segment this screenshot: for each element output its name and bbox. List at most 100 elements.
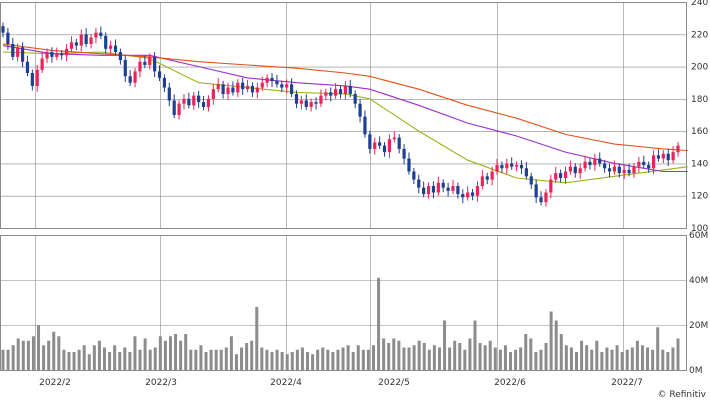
volume-bar bbox=[605, 347, 609, 370]
candle-body bbox=[294, 94, 299, 104]
candle-body bbox=[436, 182, 440, 193]
x-tick-label: 2022/4 bbox=[270, 378, 302, 388]
volume-bar bbox=[270, 352, 274, 370]
volume-bar bbox=[559, 334, 563, 370]
volume-bar bbox=[336, 349, 340, 370]
volume-bar bbox=[224, 347, 228, 370]
price-y-tick-label: 140 bbox=[691, 159, 708, 169]
candle-body bbox=[167, 87, 171, 101]
volume-bar bbox=[539, 349, 543, 370]
volume-bar bbox=[158, 336, 162, 370]
candle-body bbox=[329, 92, 333, 96]
candle-body bbox=[133, 71, 137, 83]
volume-bar bbox=[656, 327, 660, 370]
volume-bar bbox=[544, 343, 548, 370]
volume-bar bbox=[615, 345, 619, 370]
candle-body bbox=[451, 186, 455, 191]
price-y-tick-label: 180 bbox=[691, 95, 708, 105]
grid-layer bbox=[0, 2, 687, 371]
candle-body bbox=[373, 142, 377, 149]
volume-bar bbox=[153, 347, 157, 370]
candle-body bbox=[30, 73, 34, 86]
candle-body bbox=[490, 171, 494, 180]
volume-bar bbox=[108, 352, 112, 370]
volume-bar bbox=[620, 352, 624, 370]
volume-bar bbox=[245, 343, 249, 370]
volume-bar bbox=[143, 338, 147, 370]
volume-bar bbox=[661, 349, 665, 370]
candle-body bbox=[197, 95, 201, 103]
candle-body bbox=[392, 137, 396, 140]
volume-bar bbox=[62, 349, 66, 370]
candle-body bbox=[568, 166, 572, 172]
volume-bar bbox=[524, 334, 528, 370]
volume-bar bbox=[453, 340, 457, 370]
candle-body bbox=[221, 84, 225, 95]
volume-bar bbox=[387, 343, 391, 370]
price-y-tick-label: 200 bbox=[691, 63, 708, 73]
volume-bar bbox=[483, 345, 487, 370]
candle-body bbox=[456, 186, 460, 195]
candle-body bbox=[285, 84, 289, 88]
volume-bar bbox=[519, 347, 523, 370]
candle-body bbox=[397, 137, 401, 149]
price-y-tick-label: 240 bbox=[691, 0, 708, 8]
volume-bar bbox=[250, 340, 254, 370]
candle-body bbox=[172, 100, 176, 115]
candle-body bbox=[358, 103, 362, 117]
candle-body bbox=[60, 53, 64, 56]
volume-bar bbox=[265, 349, 269, 370]
candle-body bbox=[510, 163, 514, 167]
volume-bar bbox=[82, 345, 86, 370]
volume-bar bbox=[640, 345, 644, 370]
volume-bar bbox=[554, 320, 558, 370]
candle-body bbox=[211, 89, 215, 99]
volume-bar bbox=[351, 352, 355, 370]
candle-body bbox=[79, 34, 83, 46]
candle-body bbox=[324, 92, 328, 96]
candle-body bbox=[422, 187, 426, 195]
volume-bar bbox=[1, 349, 5, 370]
candle-body bbox=[431, 186, 436, 193]
volume-bar bbox=[199, 345, 203, 370]
candlestick-layer bbox=[1, 22, 680, 207]
volume-bar bbox=[113, 345, 117, 370]
candle-body bbox=[123, 60, 127, 77]
candle-body bbox=[549, 179, 553, 193]
volume-bar bbox=[21, 340, 25, 370]
candle-body bbox=[573, 166, 577, 174]
volume-bar bbox=[569, 347, 573, 370]
candle-body bbox=[637, 161, 641, 167]
volume-bar bbox=[57, 336, 61, 370]
volume-bar bbox=[463, 349, 467, 370]
x-tick-label: 2022/3 bbox=[145, 378, 177, 388]
candle-body bbox=[162, 77, 167, 88]
price-panel-border bbox=[0, 2, 687, 229]
volume-bar bbox=[306, 352, 310, 370]
candle-body bbox=[74, 42, 78, 46]
volume-bar bbox=[184, 334, 188, 370]
candle-body bbox=[559, 173, 563, 178]
candle-body bbox=[338, 89, 343, 95]
volume-bar bbox=[163, 340, 167, 370]
volume-bar bbox=[488, 340, 492, 370]
volume-bar bbox=[382, 338, 386, 370]
candle-body bbox=[201, 102, 206, 107]
price-y-tick-label: 160 bbox=[691, 127, 708, 137]
candle-body bbox=[309, 102, 313, 107]
candle-body bbox=[64, 48, 69, 56]
volume-bar bbox=[371, 345, 375, 370]
candle-body bbox=[6, 32, 10, 44]
candle-body bbox=[192, 95, 196, 106]
volume-bar bbox=[300, 347, 304, 370]
volume-bar bbox=[361, 349, 365, 370]
candle-body bbox=[656, 155, 661, 159]
candle-body bbox=[128, 76, 132, 83]
volume-bar bbox=[179, 340, 183, 370]
volume-bar bbox=[549, 311, 553, 370]
candle-body bbox=[94, 32, 98, 38]
volume-bar bbox=[595, 340, 599, 370]
volume-y-tick-label: 20M bbox=[689, 321, 708, 331]
